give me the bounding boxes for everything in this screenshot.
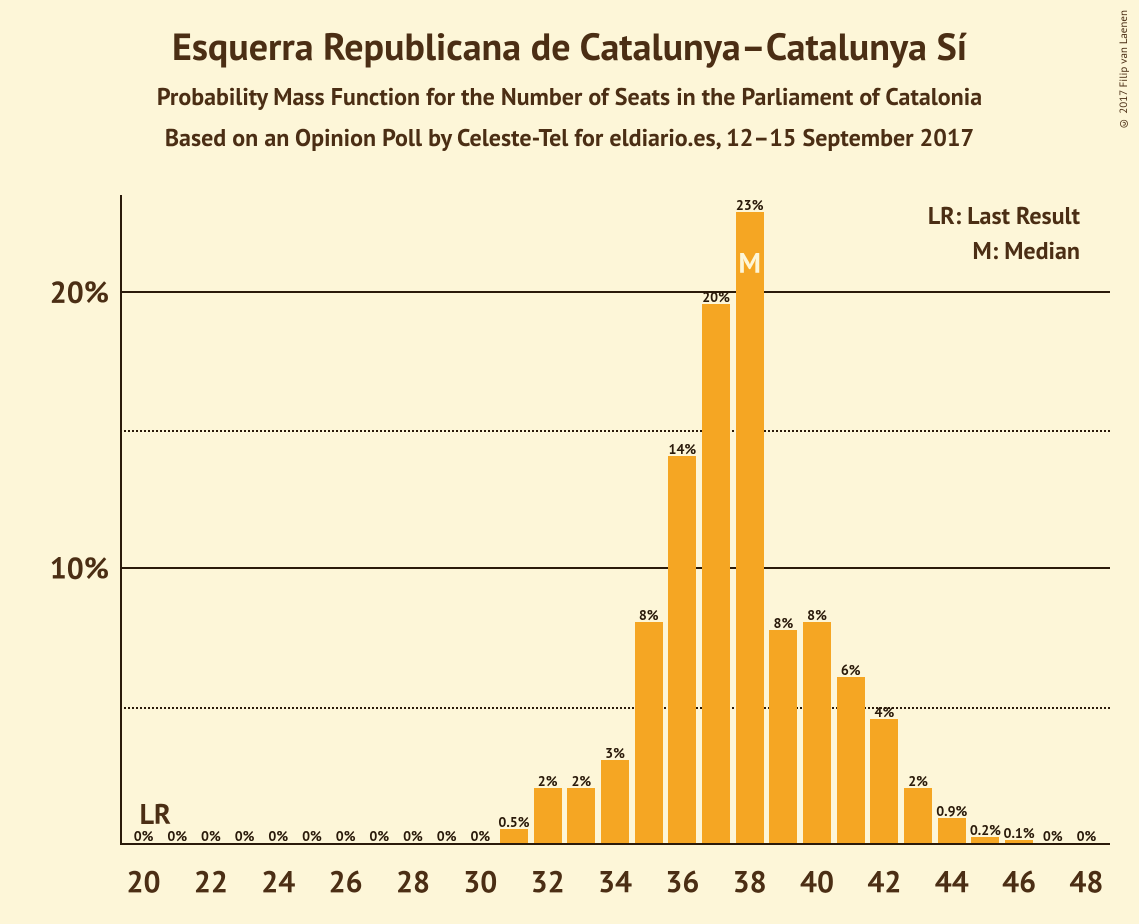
bar: [938, 818, 966, 843]
bar-value-label: 0.5%: [498, 813, 529, 831]
bar-value-label: 2%: [908, 772, 928, 790]
x-tick-label: 30: [463, 862, 497, 901]
x-tick-label: 46: [1002, 862, 1036, 901]
grid-line-minor: [120, 430, 1110, 432]
bar-value-label: 0.2%: [970, 821, 1001, 839]
bar: [567, 788, 595, 843]
chart-subtitle-1: Probability Mass Function for the Number…: [0, 81, 1139, 112]
bar-value-label: 23%: [736, 196, 764, 214]
chart-container: Esquerra Republicana de Catalunya–Catalu…: [0, 0, 1139, 924]
bar-value-label: 0.9%: [936, 802, 967, 820]
y-tick-label: 10%: [9, 549, 109, 588]
x-tick-label: 20: [127, 862, 161, 901]
bar-value-label: 0%: [403, 827, 423, 845]
bar: [837, 677, 865, 843]
x-tick-label: 38: [733, 862, 767, 901]
legend-m: M: Median: [973, 235, 1081, 266]
bar-value-label: 8%: [807, 606, 827, 624]
bar-value-label: 6%: [841, 661, 861, 679]
bar-value-label: 3%: [605, 744, 625, 762]
bar: [870, 719, 898, 843]
bar-value-label: 0%: [235, 827, 255, 845]
lr-annotation: LR: [140, 795, 171, 832]
x-tick-label: 34: [598, 862, 632, 901]
chart-subtitle-2: Based on an Opinion Poll by Celeste-Tel …: [0, 122, 1139, 153]
x-tick-label: 24: [261, 862, 295, 901]
legend-lr: LR: Last Result: [928, 200, 1080, 231]
bar-value-label: 0.1%: [1004, 824, 1035, 842]
x-tick-label: 26: [329, 862, 363, 901]
bar: [601, 760, 629, 843]
x-tick-label: 42: [867, 862, 901, 901]
bar: [702, 304, 730, 843]
bar-value-label: 0%: [336, 827, 356, 845]
bar-value-label: 0%: [268, 827, 288, 845]
bar: [668, 456, 696, 843]
x-tick-label: 44: [935, 862, 969, 901]
bar-value-label: 0%: [302, 827, 322, 845]
bar-value-label: 0%: [369, 827, 389, 845]
bar-value-label: 0%: [470, 827, 490, 845]
x-tick-label: 22: [194, 862, 228, 901]
grid-line: [120, 291, 1110, 293]
grid-line-minor: [120, 707, 1110, 709]
bar-value-label: 8%: [639, 606, 659, 624]
bar-value-label: 20%: [702, 288, 730, 306]
bar-value-label: 14%: [669, 440, 697, 458]
bar-value-label: 0%: [1077, 827, 1097, 845]
plot-area: 0% 0% 0% 0% 0% 0% 0% 0% 0% 0% 0% 0.5% 2% 2% 3% 8% 14% 20%…: [120, 195, 1110, 845]
x-tick-label: 40: [800, 862, 834, 901]
bar-value-label: 0%: [437, 827, 457, 845]
chart-title: Esquerra Republicana de Catalunya–Catalu…: [0, 0, 1139, 71]
bar-value-label: 0%: [201, 827, 221, 845]
bar: [534, 788, 562, 843]
x-tick-label: 36: [665, 862, 699, 901]
y-tick-label: 20%: [9, 272, 109, 311]
bar-value-label: 0%: [1043, 827, 1063, 845]
median-annotation: M: [738, 244, 760, 281]
bar: [769, 630, 797, 843]
bar-value-label: 4%: [875, 703, 895, 721]
bar: [736, 212, 764, 843]
bar: [635, 622, 663, 843]
bar: [904, 788, 932, 843]
bar-value-label: 8%: [774, 614, 794, 632]
x-tick-label: 32: [531, 862, 565, 901]
bar: [500, 829, 528, 843]
bar: [803, 622, 831, 843]
bar-value-label: 2%: [571, 772, 591, 790]
x-tick-label: 48: [1069, 862, 1103, 901]
x-tick-label: 28: [396, 862, 430, 901]
grid-line: [120, 567, 1110, 569]
bar-value-label: 2%: [538, 772, 558, 790]
copyright-text: © 2017 Filip van Laenen: [1117, 10, 1131, 131]
